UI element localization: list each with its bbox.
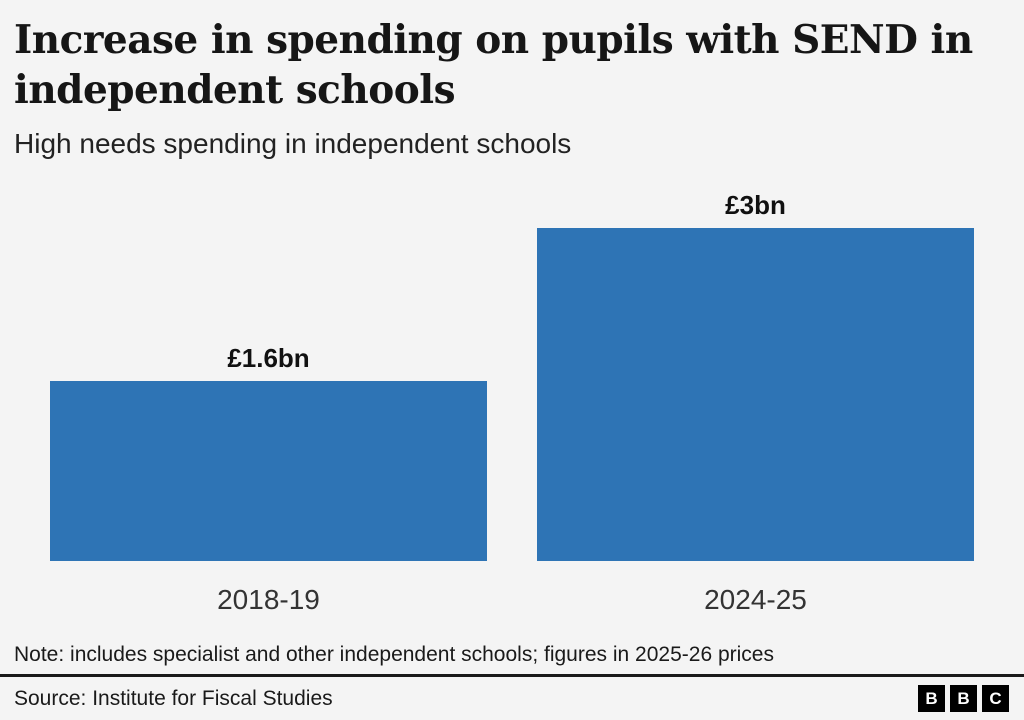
bar-2024-25 — [537, 228, 974, 561]
bbc-logo-block-3: C — [982, 685, 1009, 712]
footer-divider — [0, 674, 1024, 677]
bar-group-2018-19: £1.6bn — [50, 190, 487, 561]
bbc-logo-block-2: B — [950, 685, 977, 712]
chart-title: Increase in spending on pupils with SEND… — [14, 17, 973, 113]
x-axis-labels: 2018-19 2024-25 — [50, 584, 974, 616]
bar-2018-19 — [50, 381, 487, 561]
x-axis-label-2024-25: 2024-25 — [704, 584, 807, 615]
bar-value-label: £3bn — [725, 190, 786, 220]
bar-value-label: £1.6bn — [227, 343, 310, 373]
bar-group-2024-25: £3bn — [537, 190, 974, 561]
chart-subtitle: High needs spending in independent schoo… — [14, 128, 572, 159]
bbc-logo: B B C — [918, 685, 1009, 712]
source-credit: Source: Institute for Fiscal Studies — [14, 686, 333, 710]
bar-chart-plot-area: £1.6bn £3bn — [50, 190, 974, 561]
x-axis-label-2018-19: 2018-19 — [217, 584, 320, 615]
bbc-logo-block-1: B — [918, 685, 945, 712]
chart-note: Note: includes specialist and other inde… — [14, 643, 774, 666]
footer: Source: Institute for Fiscal Studies B B… — [0, 677, 1024, 720]
